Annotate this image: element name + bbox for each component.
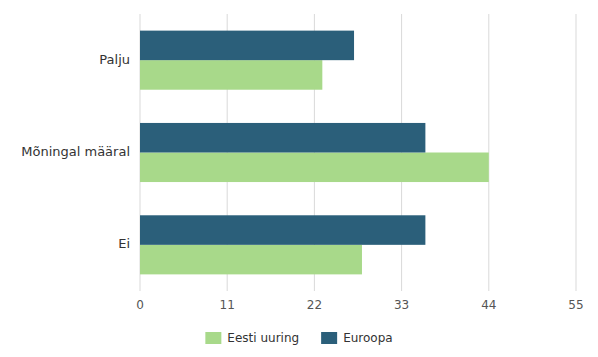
bar — [140, 153, 489, 183]
x-tick-label: 44 — [481, 298, 496, 312]
legend-swatch — [205, 332, 221, 344]
y-tick-label: Palju — [99, 52, 130, 67]
bar — [140, 245, 362, 275]
x-tick-label: 33 — [394, 298, 409, 312]
grid-line — [576, 14, 577, 291]
chart: 0 11 22 33 44 55 Palju Mõningal määral Ei Eesti u… — [0, 0, 598, 357]
legend-item: Eesti uuring — [205, 331, 299, 345]
bar — [140, 60, 322, 90]
y-tick-label: Mõningal määral — [21, 144, 130, 159]
bars — [140, 31, 489, 275]
legend-label: Eesti uuring — [227, 331, 299, 345]
legend-label: Euroopa — [343, 331, 393, 345]
x-tick-label: 11 — [220, 298, 235, 312]
legend: Eesti uuring Euroopa — [205, 331, 392, 345]
bar — [140, 31, 354, 61]
legend-swatch — [321, 332, 337, 344]
bar — [140, 123, 425, 153]
x-tick-label: 0 — [136, 298, 144, 312]
legend-item: Euroopa — [321, 331, 393, 345]
x-tick-label: 55 — [568, 298, 583, 312]
y-tick-label: Ei — [118, 236, 130, 251]
grid — [140, 14, 576, 291]
x-tick-label: 22 — [307, 298, 322, 312]
bar — [140, 215, 425, 245]
